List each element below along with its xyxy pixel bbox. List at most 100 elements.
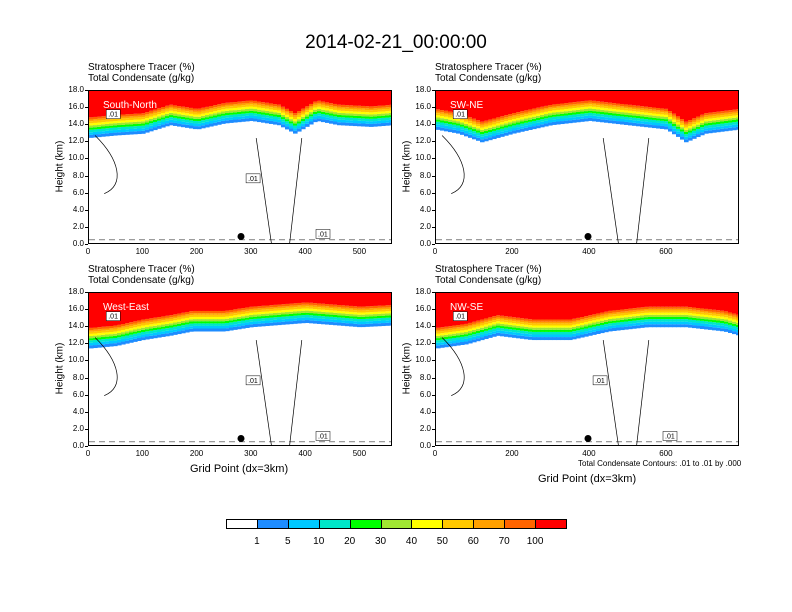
tracer-cell [169,106,174,109]
tracer-cell [732,122,737,125]
tracer-cell [520,324,525,327]
tracer-cell [209,91,214,106]
tracer-cell [313,309,318,312]
tracer-cell [141,293,146,320]
y-tick-label: 2.0 [419,423,431,433]
tracer-cell [652,321,657,325]
tracer-cell [704,308,709,312]
tracer-cell [369,118,374,122]
tracer-cell [524,127,529,131]
tracer-cell [133,329,138,332]
tracer-cell [305,123,310,127]
tracer-cell [612,120,617,124]
tracer-cell [672,126,677,129]
y-tick-mark [432,124,435,126]
tracer-cell [325,117,330,120]
tracer-cell [113,335,118,339]
tracer-cell [325,112,330,115]
tracer-cell [181,293,186,313]
tracer-cell [440,329,445,332]
tracer-cell [245,293,250,308]
tracer-cell [444,112,449,115]
tracer-cell [257,105,262,108]
tracer-cell [93,91,98,117]
tracer-cell [564,329,569,332]
tracer-cell [113,338,118,341]
tracer-cell [333,121,338,125]
tracer-cell [480,132,485,135]
tracer-cell [209,310,214,314]
tracer-cell [440,127,445,131]
tracer-cell [516,325,521,329]
tracer-cell [728,322,733,325]
tracer-cell [125,329,130,332]
tracer-cell [544,329,549,332]
tracer-cell [672,91,677,114]
y-tick-label: 2.0 [419,221,431,231]
tracer-cell [712,309,717,312]
tracer-cell [436,331,441,334]
tracer-cell [381,91,386,106]
tracer-cell [640,319,645,323]
tracer-cell [145,329,150,332]
tracer-cell [205,119,210,122]
panel-name: SW-NE [450,100,483,111]
tracer-cell [676,131,681,134]
tracer-cell [500,317,505,320]
tracer-cell [269,105,274,108]
tracer-cell [377,320,382,324]
tracer-cell [217,114,222,117]
tracer-cell [476,320,481,323]
tracer-cell [209,114,214,117]
tracer-cell [281,119,286,122]
tracer-cell [604,104,609,107]
tracer-cell [488,293,493,318]
tracer-cell [381,113,386,116]
tracer-cell [105,330,110,333]
tracer-cell [440,125,445,128]
tracer-cell [117,328,122,331]
tracer-cell [93,131,98,135]
tracer-cell [249,312,254,315]
tracer-cell [165,120,170,124]
tracer-cell [133,128,138,132]
tracer-cell [720,314,725,317]
tracer-cell [325,106,330,109]
tracer-cell [205,328,210,332]
tracer-cell [149,318,154,321]
tracer-cell [373,314,378,317]
tracer-cell [676,324,681,328]
tracer-cell [600,324,605,328]
tracer-cell [720,123,725,127]
tracer-cell [440,112,445,114]
tracer-cell [568,91,573,103]
tracer-cell [221,115,226,119]
x-axis-label-left: Grid Point (dx=3km) [190,463,289,475]
y-tick-mark [85,309,88,311]
tracer-cell [624,116,629,120]
tracer-cell [488,329,493,333]
tracer-cell [173,105,178,108]
tracer-cell [313,306,318,310]
tracer-cell [341,91,346,105]
x-tick-label: 300 [244,449,258,458]
tracer-cell [113,125,118,128]
tracer-cell [233,110,238,113]
tracer-cell [684,319,689,322]
tracer-cell [512,334,517,338]
tracer-cell [704,123,709,126]
tracer-cell [656,308,661,311]
tracer-cell [185,113,190,116]
tracer-cell [516,122,521,125]
tracer-cell [440,331,445,334]
tracer-cell [620,311,625,314]
tracer-cell [157,293,162,318]
tracer-cell [93,329,98,332]
tracer-cell [464,327,469,330]
tracer-cell [712,112,717,115]
tracer-cell [125,325,130,327]
tracer-cell [357,120,362,124]
tracer-cell [640,311,645,314]
tracer-cell [712,114,717,117]
tracer-cell [261,316,266,319]
